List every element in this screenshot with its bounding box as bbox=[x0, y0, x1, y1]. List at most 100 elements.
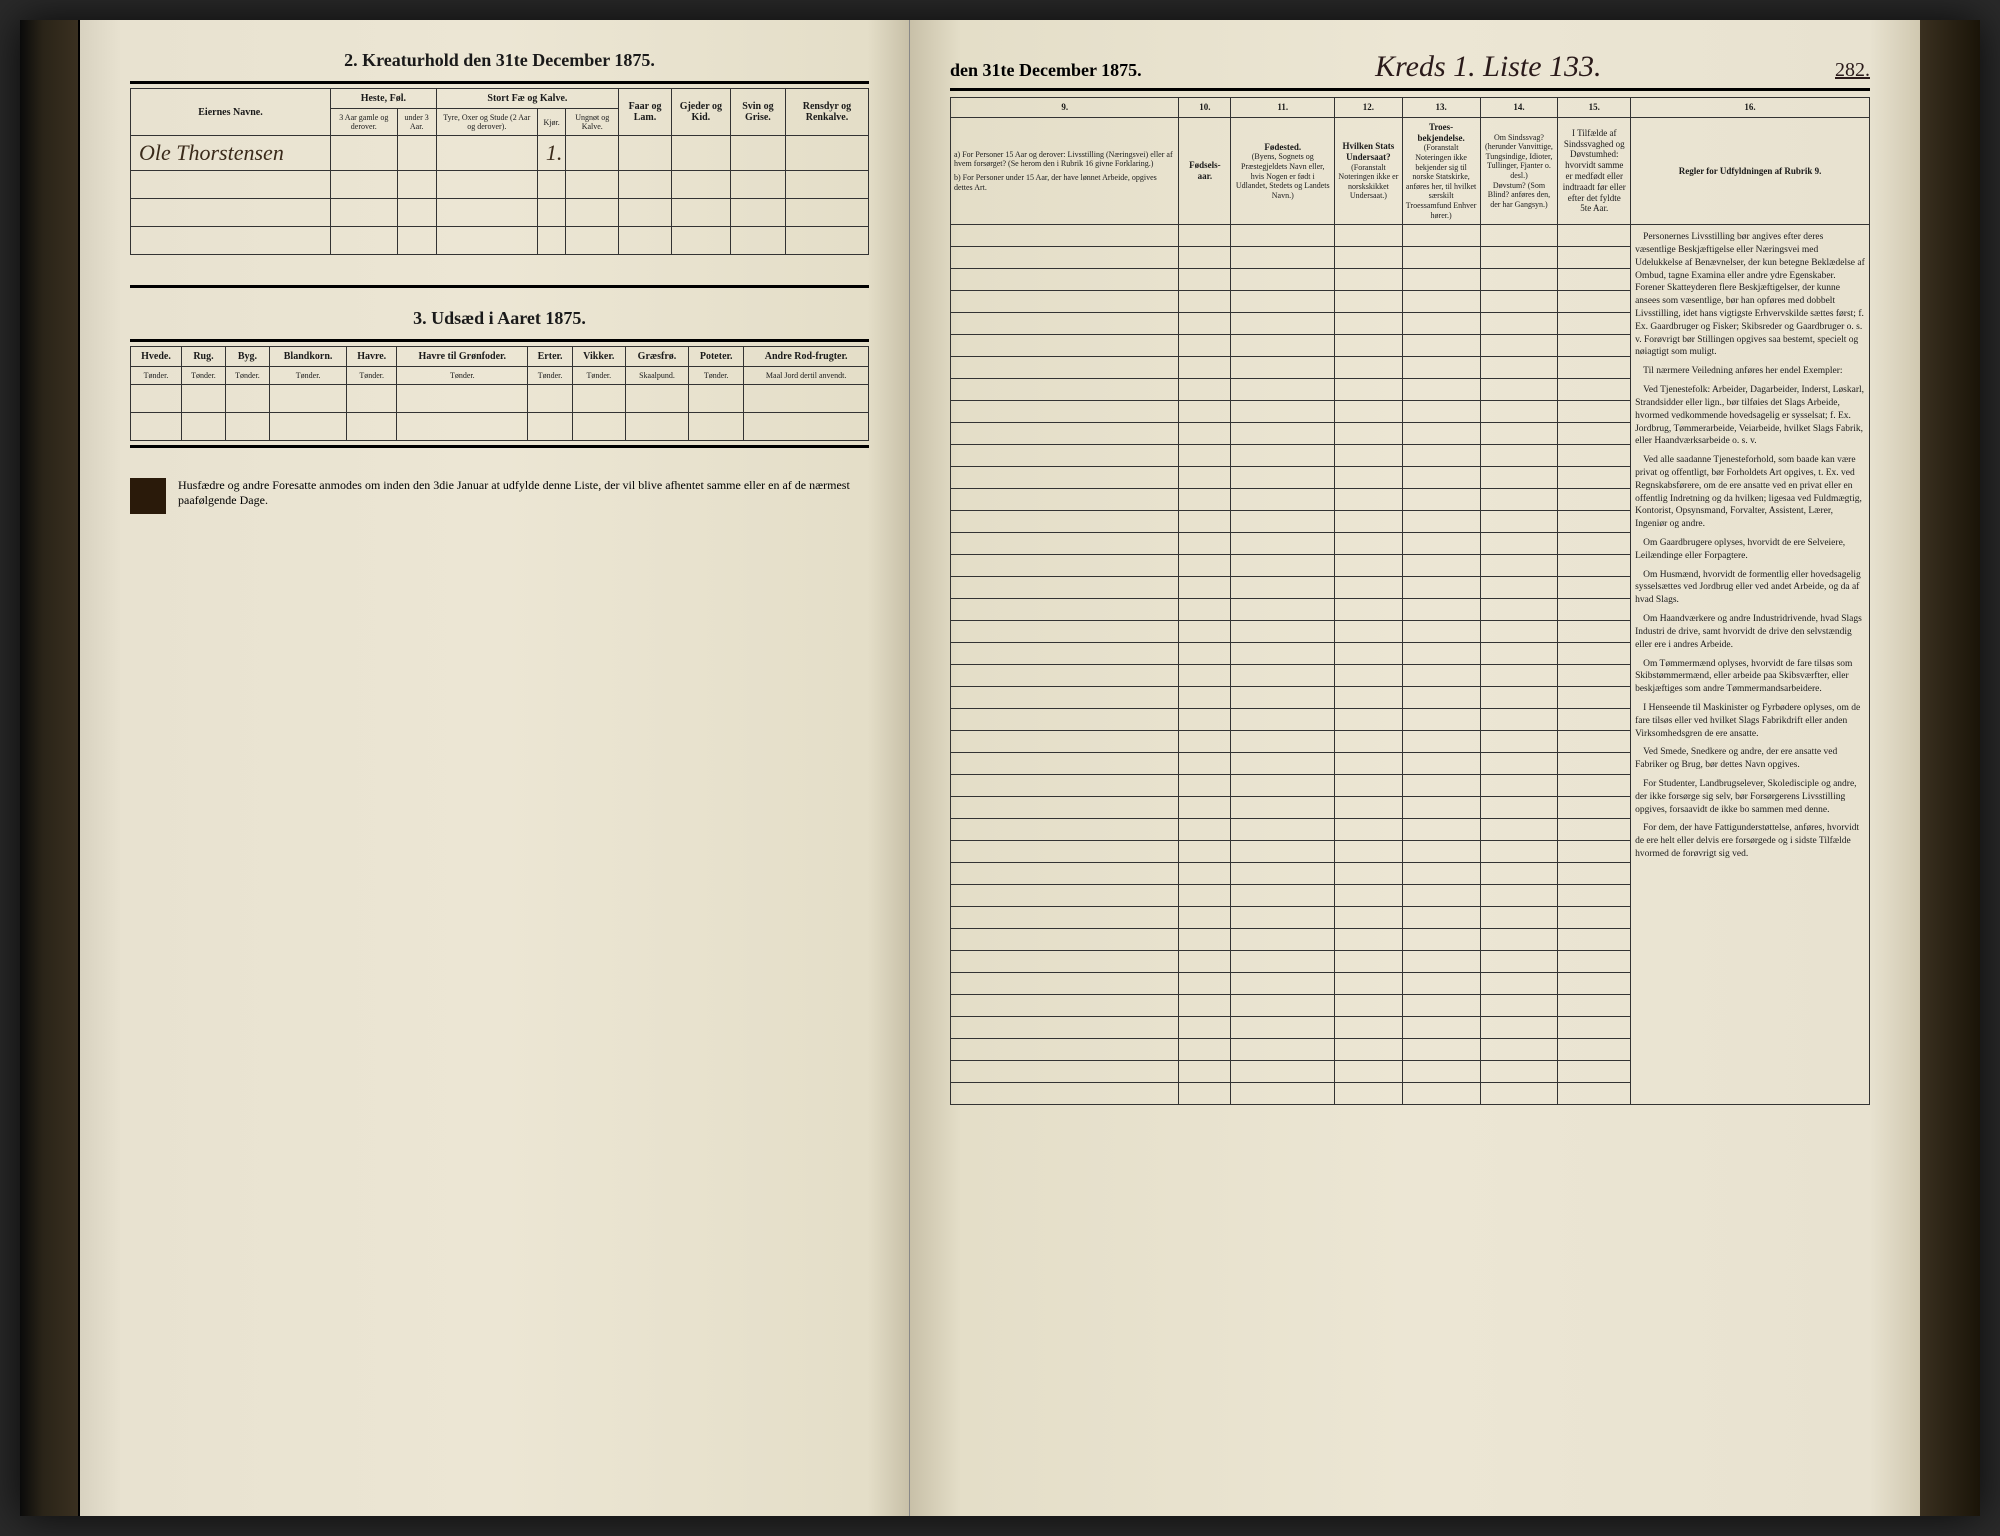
instruction-paragraph: Ved Smede, Snedkere og andre, der ere an… bbox=[1635, 746, 1865, 772]
colnum: 11. bbox=[1231, 98, 1335, 118]
th: Byg. bbox=[225, 347, 269, 367]
th: Havre. bbox=[347, 347, 397, 367]
table-row bbox=[131, 171, 869, 199]
th-faar: Faar og Lam. bbox=[619, 89, 672, 136]
th: Hvede. bbox=[131, 347, 182, 367]
table-row: Ole Thorstensen 1. bbox=[131, 136, 869, 171]
th-9a: a) For Personer 15 Aar og derover: Livss… bbox=[954, 150, 1175, 169]
section2-title: 2. Kreaturhold den 31te December 1875. bbox=[130, 50, 869, 71]
th: Erter. bbox=[528, 347, 572, 367]
th-12-sub: (Foranstalt Noteringen ikke er norskskik… bbox=[1338, 163, 1398, 201]
th-11-sub: (Byens, Sognets og Præstegjeldets Navn e… bbox=[1234, 152, 1331, 200]
table-row bbox=[131, 199, 869, 227]
th-heste: Heste, Føl. bbox=[331, 89, 437, 109]
book-spine bbox=[20, 20, 80, 1516]
rule bbox=[130, 339, 869, 342]
rule bbox=[950, 88, 1870, 91]
table-row bbox=[131, 385, 869, 413]
instruction-paragraph: Til nærmere Veiledning anføres her endel… bbox=[1635, 365, 1865, 378]
instruction-paragraph: For dem, der have Fattigunderstøttelse, … bbox=[1635, 822, 1865, 860]
table-row bbox=[131, 413, 869, 441]
th-9b: b) For Personer under 15 Aar, der have l… bbox=[954, 173, 1175, 192]
table-row bbox=[131, 227, 869, 255]
unit: Tønder. bbox=[689, 367, 744, 385]
th-svin: Svin og Grise. bbox=[730, 89, 785, 136]
th: Græsfrø. bbox=[625, 347, 688, 367]
unit: Tønder. bbox=[131, 367, 182, 385]
th-14-main: Om Sindssvag? (herunder Vanvittige, Tung… bbox=[1484, 133, 1555, 181]
rule bbox=[130, 445, 869, 448]
th: Blandkorn. bbox=[269, 347, 346, 367]
colnum: 16. bbox=[1631, 98, 1870, 118]
book-edge bbox=[1920, 20, 1980, 1516]
unit: Tønder. bbox=[181, 367, 225, 385]
th-rens: Rensdyr og Renkalve. bbox=[785, 89, 868, 136]
rule bbox=[130, 81, 869, 84]
table-row: Personernes Livsstilling bør angives eft… bbox=[951, 225, 1870, 247]
th-12-main: Hvilken Stats Undersaat? bbox=[1338, 141, 1398, 163]
instruction-paragraph: Om Haandværkere og andre Industridrivend… bbox=[1635, 613, 1865, 651]
colnum: 9. bbox=[951, 98, 1179, 118]
owner-name: Ole Thorstensen bbox=[131, 136, 331, 171]
th: Poteter. bbox=[689, 347, 744, 367]
section3-title: 3. Udsæd i Aaret 1875. bbox=[130, 308, 869, 329]
instruction-paragraph: Om Husmænd, hvorvidt de formentlig eller… bbox=[1635, 569, 1865, 607]
th-11: Fødested. (Byens, Sognets og Præstegjeld… bbox=[1231, 117, 1335, 224]
unit: Tønder. bbox=[528, 367, 572, 385]
instruction-paragraph: Ved Tjenestefolk: Arbeider, Dagarbeider,… bbox=[1635, 384, 1865, 448]
th-16: Regler for Udfyldningen af Rubrik 9. bbox=[1631, 117, 1870, 224]
left-page: 2. Kreaturhold den 31te December 1875. E… bbox=[80, 20, 910, 1516]
instructions-cell: Personernes Livsstilling bør angives eft… bbox=[1631, 225, 1870, 1105]
section3: 3. Udsæd i Aaret 1875. Hvede. Rug. Byg. … bbox=[130, 308, 869, 448]
page-number: 282. bbox=[1835, 59, 1870, 82]
colnum: 10. bbox=[1179, 98, 1231, 118]
unit: Tønder. bbox=[347, 367, 397, 385]
th: Havre til Grønfoder. bbox=[397, 347, 528, 367]
th-eier: Eiernes Navne. bbox=[131, 89, 331, 136]
instruction-paragraph: For Studenter, Landbrugselever, Skoledis… bbox=[1635, 778, 1865, 816]
unit: Tønder. bbox=[269, 367, 346, 385]
unit: Skaalpund. bbox=[625, 367, 688, 385]
th-13-main: Troes-bekjendelse. bbox=[1406, 122, 1477, 144]
instruction-paragraph: Om Gaardbrugere oplyses, hvorvidt de ere… bbox=[1635, 537, 1865, 563]
book-spread: 2. Kreaturhold den 31te December 1875. E… bbox=[20, 20, 1980, 1516]
right-header: den 31te December 1875. Kreds 1. Liste 1… bbox=[950, 50, 1870, 84]
colnum: 15. bbox=[1558, 98, 1631, 118]
unit: Tønder. bbox=[572, 367, 625, 385]
colnum: 12. bbox=[1335, 98, 1402, 118]
kjor-value: 1. bbox=[537, 136, 566, 171]
th: Vikker. bbox=[572, 347, 625, 367]
census-table: 9. 10. 11. 12. 13. 14. 15. 16. a) For Pe… bbox=[950, 97, 1870, 1105]
rule bbox=[130, 285, 869, 288]
colnum: 14. bbox=[1480, 98, 1558, 118]
instruction-paragraph: Om Tømmermænd oplyses, hvorvidt de fare … bbox=[1635, 658, 1865, 696]
colnum: 13. bbox=[1402, 98, 1480, 118]
th-11-main: Fødested. bbox=[1234, 142, 1331, 153]
th-gjeder: Gjeder og Kid. bbox=[671, 89, 730, 136]
right-title: den 31te December 1875. bbox=[950, 60, 1142, 81]
unit: Tønder. bbox=[397, 367, 528, 385]
right-page: den 31te December 1875. Kreds 1. Liste 1… bbox=[910, 20, 1920, 1516]
footer-text: Husfædre og andre Foresatte anmodes om i… bbox=[178, 478, 869, 508]
unit: Maal Jord dertil anvendt. bbox=[744, 367, 869, 385]
th-9: a) For Personer 15 Aar og derover: Livss… bbox=[951, 117, 1179, 224]
header-script: Kreds 1. Liste 133. bbox=[1375, 50, 1601, 84]
th-heste-sub2: under 3 Aar. bbox=[397, 109, 436, 136]
th-13-sub: (Foranstalt Noteringen ikke bekjender si… bbox=[1406, 143, 1477, 220]
th-heste-sub1: 3 Aar gamle og derover. bbox=[331, 109, 398, 136]
th: Andre Rod-frugter. bbox=[744, 347, 869, 367]
unit: Tønder. bbox=[225, 367, 269, 385]
ornament-icon bbox=[130, 478, 166, 514]
instruction-paragraph: I Henseende til Maskinister og Fyrbødere… bbox=[1635, 702, 1865, 740]
th-stort-sub1: Tyre, Oxer og Stude (2 Aar og derover). bbox=[436, 109, 537, 136]
th-10: Fødsels-aar. bbox=[1179, 117, 1231, 224]
seed-table: Hvede. Rug. Byg. Blandkorn. Havre. Havre… bbox=[130, 346, 869, 441]
livestock-table: Eiernes Navne. Heste, Føl. Stort Fæ og K… bbox=[130, 88, 869, 255]
th-13: Troes-bekjendelse. (Foranstalt Noteringe… bbox=[1402, 117, 1480, 224]
th-stort-sub3: Ungnøt og Kalve. bbox=[566, 109, 619, 136]
instruction-paragraph: Personernes Livsstilling bør angives eft… bbox=[1635, 231, 1865, 359]
footer-note: Husfædre og andre Foresatte anmodes om i… bbox=[130, 478, 869, 514]
th-stort: Stort Fæ og Kalve. bbox=[436, 89, 618, 109]
th-15: I Tilfælde af Sindssvaghed og Døvstumhed… bbox=[1558, 117, 1631, 224]
th-14: Om Sindssvag? (herunder Vanvittige, Tung… bbox=[1480, 117, 1558, 224]
